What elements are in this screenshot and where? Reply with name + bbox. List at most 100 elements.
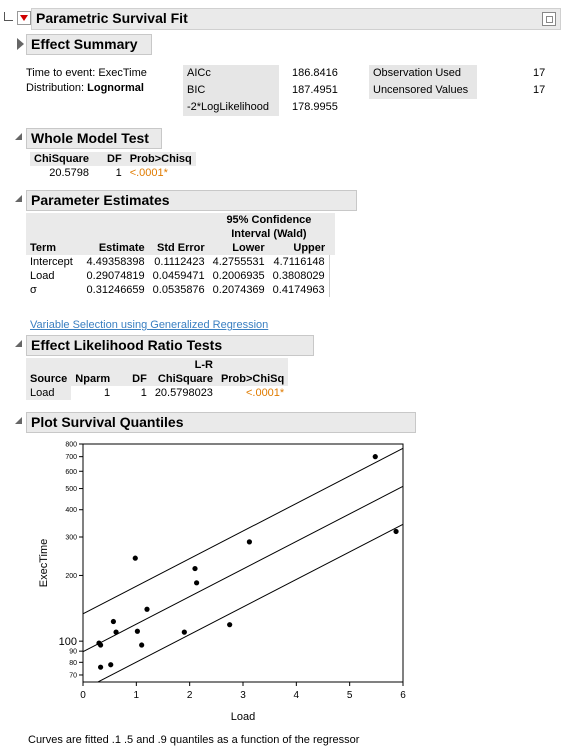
report-title: Parametric Survival Fit — [31, 8, 561, 30]
time-to-event-label: Time to event: — [26, 67, 96, 79]
x-tick-label: 6 — [400, 690, 406, 701]
data-point — [134, 628, 140, 634]
quantile-line — [83, 447, 403, 615]
time-to-event-row: Time to event: ExecTime — [26, 67, 147, 79]
data-point — [227, 622, 233, 628]
nparm-header: Nparm — [71, 372, 115, 386]
effect-summary-disclosure-icon[interactable] — [17, 38, 24, 50]
lower-cell: 4.2755531 — [212, 256, 265, 268]
plot-caption: Curves are fitted .1 .5 and .9 quantiles… — [28, 734, 360, 746]
chisquare-header: ChiSquare — [30, 152, 94, 166]
neg2loglik-value: 178.9955 — [292, 101, 338, 113]
red-triangle-menu-icon[interactable] — [17, 11, 31, 25]
whole-model-title: Whole Model Test — [26, 128, 162, 149]
table-row: σ 0.31246659 0.0535876 0.2074369 0.41749… — [26, 283, 336, 297]
x-tick-label: 0 — [80, 690, 86, 701]
df-value: 1 — [115, 167, 122, 179]
plot-title-text: Plot Survival Quantiles — [31, 414, 184, 430]
aicc-label: AICc — [187, 67, 211, 79]
df-header: DF — [93, 152, 126, 166]
plot-disclosure-icon[interactable] — [15, 417, 22, 424]
table-header-row: L-R — [26, 358, 289, 372]
y-tick-label: 500 — [65, 486, 77, 493]
lr-header: L-R — [150, 358, 217, 372]
data-point — [98, 642, 104, 648]
aicc-value: 186.8416 — [292, 67, 338, 79]
data-point — [132, 555, 138, 561]
prob-chisq-header: Prob>ChiSq — [216, 372, 289, 386]
fit-stats-label-column — [183, 65, 279, 116]
term-header: Term — [26, 241, 77, 255]
data-point — [113, 629, 119, 635]
y-tick-label: 400 — [65, 507, 77, 514]
counts-label-column — [369, 65, 477, 99]
window-restore-icon[interactable] — [542, 12, 556, 26]
x-tick-label: 4 — [294, 690, 300, 701]
df-header: DF — [114, 372, 151, 386]
table-header-row: Source Nparm DF ChiSquare Prob>ChiSq — [26, 372, 289, 386]
neg2loglik-label: -2*LogLikelihood — [187, 101, 269, 113]
y-tick-label: 300 — [65, 534, 77, 541]
param-estimates-title-text: Parameter Estimates — [31, 192, 170, 208]
effect-lr-title: Effect Likelihood Ratio Tests — [26, 335, 314, 356]
lower-header: Lower — [208, 241, 269, 255]
data-point — [372, 454, 378, 460]
uncensored-values-value: 17 — [533, 84, 546, 96]
plot-frame — [82, 443, 404, 683]
effect-summary-title: Effect Summary — [26, 34, 152, 55]
plot-title: Plot Survival Quantiles — [26, 412, 416, 433]
report-disclosure-icon[interactable] — [4, 12, 13, 21]
lower-cell: 0.2074369 — [212, 284, 265, 296]
std-error-cell: 0.0459471 — [152, 270, 205, 282]
effect-summary-title-text: Effect Summary — [31, 36, 138, 52]
whole-model-title-text: Whole Model Test — [31, 130, 149, 146]
x-tick-label: 5 — [347, 690, 353, 701]
data-point — [246, 539, 252, 545]
x-tick-label: 1 — [134, 690, 140, 701]
whole-model-table: ChiSquare DF Prob>Chisq 20.5798 1 <.0001… — [30, 152, 196, 180]
table-row: Load 0.29074819 0.0459471 0.2006935 0.38… — [26, 269, 336, 283]
upper-cell: 0.4174963 — [272, 284, 325, 296]
data-point — [194, 580, 200, 586]
prob-chisq-header: Prob>Chisq — [125, 152, 196, 166]
x-axis-label: Load — [231, 711, 255, 723]
y-tick-label: 90 — [69, 649, 77, 656]
source-cell: Load — [26, 386, 72, 400]
observations-used-label: Observation Used — [373, 67, 462, 79]
effect-lr-table: L-R Source Nparm DF ChiSquare Prob>ChiSq… — [26, 358, 289, 400]
y-tick-label: 800 — [65, 442, 77, 449]
estimate-header: Estimate — [76, 241, 149, 255]
generalized-regression-link[interactable]: Variable Selection using Generalized Reg… — [30, 319, 269, 331]
std-error-cell: 0.1112423 — [154, 256, 205, 268]
quantile-line — [83, 485, 403, 653]
data-point — [98, 664, 104, 670]
whole-model-disclosure-icon[interactable] — [15, 133, 22, 140]
prob-chisq-value: <.0001* — [129, 167, 168, 179]
nparm-cell: 1 — [104, 387, 111, 399]
data-point — [393, 528, 399, 535]
y-axis-label: ExecTime — [38, 539, 50, 588]
term-cell: σ — [30, 284, 37, 296]
data-point — [110, 618, 116, 625]
report-title-text: Parametric Survival Fit — [36, 10, 188, 26]
distribution-value: Lognormal — [87, 82, 144, 94]
estimate-cell: 0.31246659 — [86, 284, 145, 296]
y-tick-label: 700 — [65, 454, 77, 461]
std-error-cell: 0.0535876 — [152, 284, 205, 296]
chisquare-value: 20.5798 — [49, 167, 90, 179]
table-header-row: Term Estimate Std Error Lower Upper — [26, 241, 336, 255]
y-tick-label: 70 — [69, 672, 77, 679]
table-header-row: ChiSquare DF Prob>Chisq — [30, 152, 196, 166]
param-estimates-disclosure-icon[interactable] — [15, 195, 22, 202]
lower-cell: 0.2006935 — [212, 270, 265, 282]
y-tick-label: 100 — [59, 636, 77, 648]
y-tick-label: 600 — [65, 469, 77, 476]
table-header-row: Interval (Wald) — [26, 227, 336, 241]
distribution-label: Distribution: — [26, 82, 85, 94]
table-row: Load 1 1 20.5798023 <.0001* — [26, 386, 288, 400]
effect-lr-disclosure-icon[interactable] — [15, 340, 22, 347]
y-tick-label: 200 — [65, 573, 77, 580]
table-header-row: 95% Confidence — [26, 213, 336, 227]
bic-label: BIC — [187, 84, 206, 96]
